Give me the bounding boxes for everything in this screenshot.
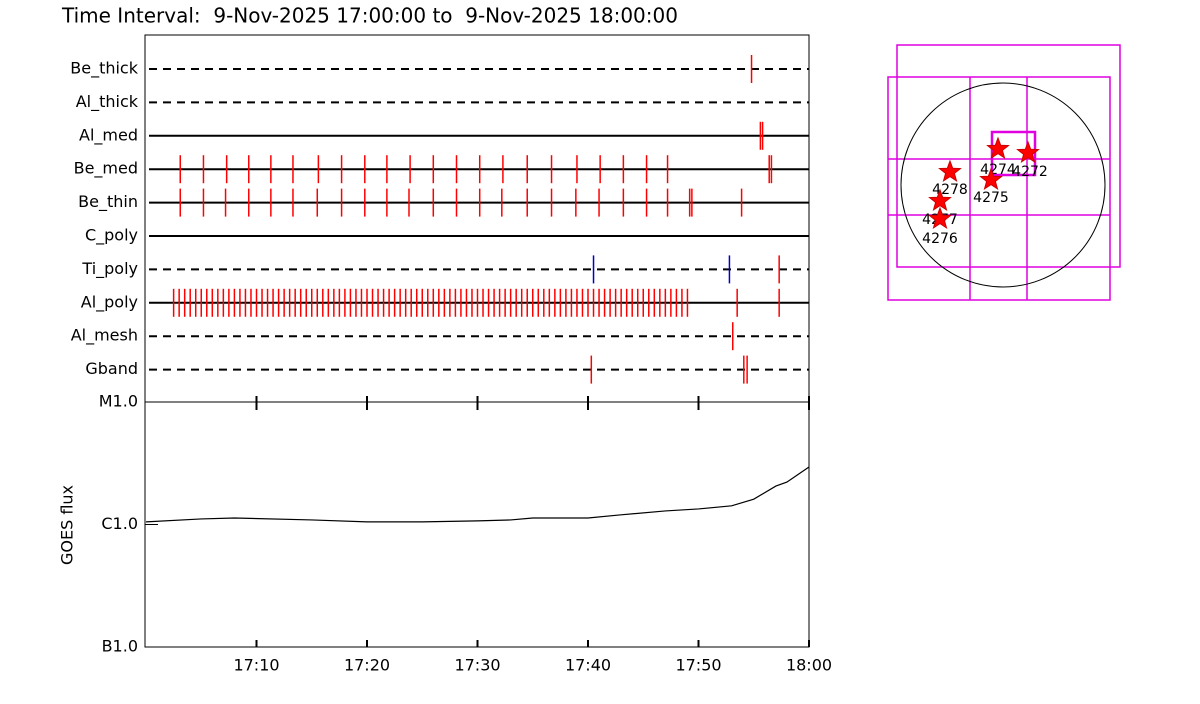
- region-star: [979, 167, 1003, 191]
- x-tick-label: 17:30: [454, 656, 500, 675]
- region-label: 4275: [973, 190, 1009, 206]
- x-tick-label: 17:50: [675, 656, 721, 675]
- row-label: Gband: [85, 359, 138, 378]
- region-label: 4272: [1012, 164, 1048, 180]
- y-axis-label: GOES flux: [58, 485, 77, 565]
- row-label: Be_thick: [70, 59, 138, 79]
- row-label: Al_med: [79, 125, 138, 145]
- row-label: C_poly: [85, 226, 138, 246]
- region-star: [928, 206, 952, 230]
- row-label: Be_thin: [78, 192, 138, 212]
- row-label: Al_poly: [81, 292, 138, 312]
- fov-box: [896, 44, 1121, 268]
- region-star: [938, 159, 962, 183]
- x-tick-label: 17:40: [565, 656, 611, 675]
- sun-map: [887, 44, 1121, 301]
- x-tick-label: 18:00: [786, 656, 832, 675]
- x-tick-label: 17:20: [344, 656, 390, 675]
- row-label: Ti_poly: [81, 259, 138, 279]
- y-tick-label: C1.0: [101, 514, 138, 533]
- y-tick-label: M1.0: [99, 392, 138, 411]
- x-tick-label: 17:10: [233, 656, 279, 675]
- region-star: [986, 136, 1010, 160]
- goes-line: [145, 466, 810, 523]
- fov-box: [887, 76, 1111, 301]
- chart-title: Time Interval: 9-Nov-2025 17:00:00 to 9-…: [61, 4, 678, 28]
- row-label: Al_thick: [76, 92, 139, 112]
- regions: 427442724278427542774276: [922, 136, 1048, 247]
- solar-disk: [900, 82, 1106, 288]
- region-label: 4274: [980, 162, 1016, 178]
- y-tick-label: B1.0: [102, 637, 138, 656]
- region-star: [1016, 140, 1040, 164]
- fov-box: [990, 130, 1037, 177]
- row-label: Be_med: [74, 159, 138, 179]
- region-label: 4276: [922, 231, 958, 247]
- row-label: Al_mesh: [71, 326, 138, 346]
- region-star: [928, 188, 952, 212]
